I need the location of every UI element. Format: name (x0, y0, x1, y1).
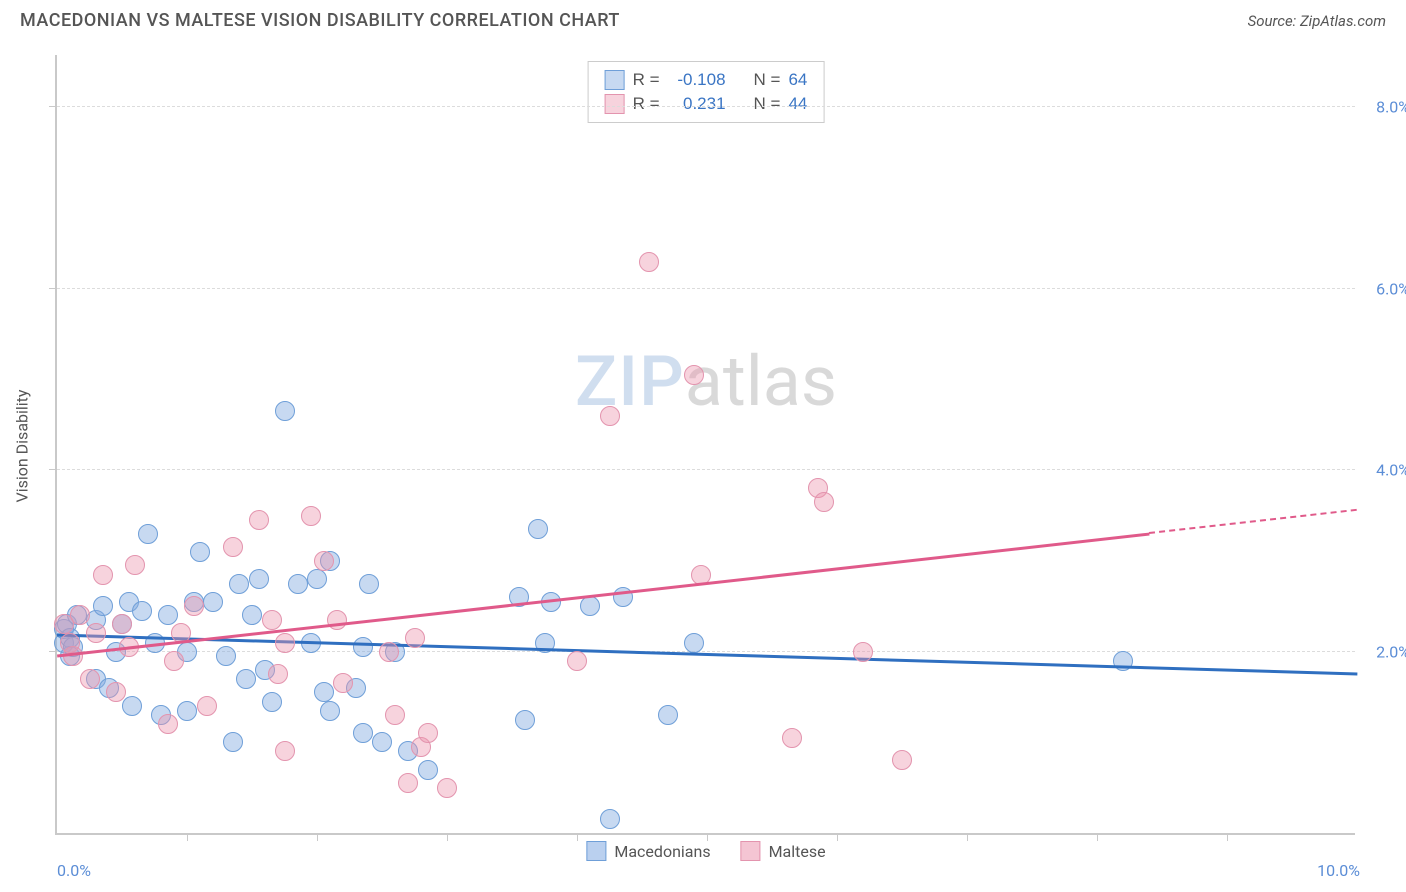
data-point-maltese (379, 642, 399, 662)
data-point-macedonians (418, 760, 438, 780)
data-point-maltese (301, 506, 321, 526)
data-point-maltese (684, 365, 704, 385)
data-point-maltese (398, 773, 418, 793)
data-point-maltese (268, 664, 288, 684)
chart-title: MACEDONIAN VS MALTESE VISION DISABILITY … (20, 10, 620, 31)
swatch-macedonians-icon (586, 841, 606, 861)
data-point-maltese (418, 723, 438, 743)
data-point-maltese (223, 537, 243, 557)
data-point-maltese (600, 406, 620, 426)
data-point-maltese (385, 705, 405, 725)
data-point-maltese (86, 623, 106, 643)
data-point-maltese (106, 682, 126, 702)
data-point-macedonians (528, 519, 548, 539)
data-point-maltese (249, 510, 269, 530)
gridline-h (57, 651, 1355, 652)
data-point-macedonians (658, 705, 678, 725)
chart-plot-area: ZIPatlas R = -0.108 N = 64 R = 0.231 N =… (55, 55, 1355, 835)
data-point-maltese (314, 551, 334, 571)
data-point-maltese (333, 673, 353, 693)
data-point-maltese (262, 610, 282, 630)
data-point-macedonians (288, 574, 308, 594)
data-point-maltese (782, 728, 802, 748)
y-tick-label: 2.0% (1360, 642, 1406, 661)
data-point-macedonians (122, 696, 142, 716)
data-point-macedonians (216, 646, 236, 666)
swatch-maltese-icon (741, 841, 761, 861)
y-axis-title: Vision Disability (13, 390, 32, 503)
data-point-macedonians (353, 637, 373, 657)
legend-item-maltese: Maltese (741, 841, 826, 861)
data-point-maltese (639, 252, 659, 272)
x-axis-min-label: 0.0% (57, 861, 91, 880)
data-point-maltese (80, 669, 100, 689)
data-point-maltese (275, 633, 295, 653)
data-point-macedonians (190, 542, 210, 562)
data-point-maltese (70, 605, 90, 625)
data-point-macedonians (372, 732, 392, 752)
data-point-maltese (93, 565, 113, 585)
data-point-maltese (814, 492, 834, 512)
correlation-legend: R = -0.108 N = 64 R = 0.231 N = 44 (588, 61, 825, 123)
data-point-macedonians (138, 524, 158, 544)
data-point-macedonians (353, 723, 373, 743)
data-point-macedonians (600, 809, 620, 829)
data-point-macedonians (223, 732, 243, 752)
data-point-macedonians (93, 596, 113, 616)
y-tick-label: 6.0% (1360, 279, 1406, 298)
data-point-macedonians (684, 633, 704, 653)
trend-line-dash-maltese (1149, 509, 1357, 534)
data-point-maltese (437, 778, 457, 798)
data-point-macedonians (307, 569, 327, 589)
source-attribution: Source: ZipAtlas.com (1248, 12, 1386, 30)
data-point-maltese (112, 614, 132, 634)
data-point-macedonians (236, 669, 256, 689)
y-tick-label: 8.0% (1360, 98, 1406, 117)
data-point-macedonians (359, 574, 379, 594)
swatch-maltese (605, 94, 625, 114)
x-axis-max-label: 10.0% (1317, 861, 1360, 880)
data-point-macedonians (580, 596, 600, 616)
data-point-maltese (158, 714, 178, 734)
data-point-macedonians (262, 692, 282, 712)
data-point-macedonians (177, 701, 197, 721)
legend-item-macedonians: Macedonians (586, 841, 710, 861)
data-point-macedonians (515, 710, 535, 730)
legend-row-maltese: R = 0.231 N = 44 (605, 92, 808, 116)
header: MACEDONIAN VS MALTESE VISION DISABILITY … (0, 0, 1406, 37)
gridline-h (57, 106, 1355, 107)
data-point-macedonians (203, 592, 223, 612)
data-point-maltese (184, 596, 204, 616)
data-point-macedonians (132, 601, 152, 621)
data-point-maltese (275, 741, 295, 761)
data-point-maltese (892, 750, 912, 770)
gridline-h (57, 469, 1355, 470)
data-point-maltese (164, 651, 184, 671)
data-point-macedonians (314, 682, 334, 702)
legend-row-macedonians: R = -0.108 N = 64 (605, 68, 808, 92)
data-point-maltese (405, 628, 425, 648)
data-point-maltese (197, 696, 217, 716)
data-point-macedonians (158, 605, 178, 625)
swatch-macedonians (605, 70, 625, 90)
trend-line-macedonians (57, 634, 1357, 676)
data-point-maltese (125, 555, 145, 575)
y-tick-label: 4.0% (1360, 461, 1406, 480)
data-point-macedonians (229, 574, 249, 594)
data-point-maltese (853, 642, 873, 662)
data-point-macedonians (249, 569, 269, 589)
data-point-macedonians (320, 701, 340, 721)
data-point-macedonians (275, 401, 295, 421)
gridline-h (57, 288, 1355, 289)
data-point-maltese (567, 651, 587, 671)
series-legend: Macedonians Maltese (586, 841, 825, 861)
data-point-macedonians (242, 605, 262, 625)
